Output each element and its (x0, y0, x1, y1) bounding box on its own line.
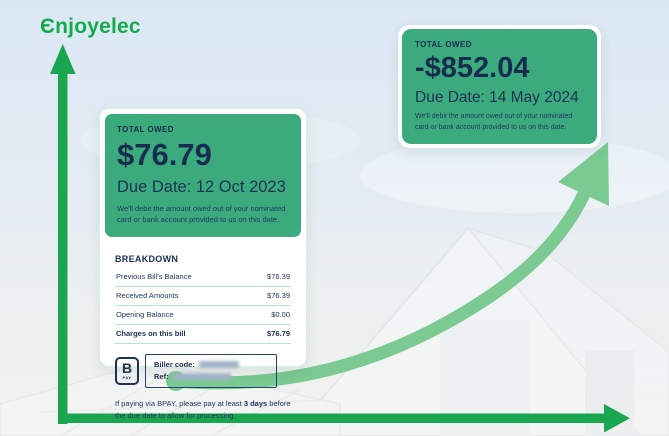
table-row: Opening Balance $0.00 (115, 306, 291, 325)
bpay-logo-icon: B PAY (115, 356, 139, 385)
total-owed-label: TOTAL OWED (415, 40, 472, 49)
brand-logo-mark: Є (40, 15, 56, 38)
breakdown-section: BREAKDOWN Previous Bill's Balance $76.39… (115, 254, 291, 344)
bpay-logo-sub: PAY (122, 375, 132, 380)
breakdown-title: BREAKDOWN (115, 253, 179, 264)
bpay-section: B PAY Biller code: Ref: (115, 353, 291, 388)
ref-label: Ref: (154, 371, 169, 381)
trend-arrowhead-icon (558, 142, 609, 206)
row-label: Opening Balance (116, 310, 174, 319)
table-row-total: Charges on this bill $76.79 (115, 325, 291, 344)
row-value: $76.39 (267, 291, 290, 300)
row-label: Charges on this bill (116, 329, 186, 338)
row-value: $0.00 (271, 310, 290, 319)
bill-card-secondary-summary: TOTAL OWED -$852.04 Due Date: 14 May 202… (402, 29, 597, 144)
row-value: $76.39 (267, 272, 290, 281)
bill-card-main-summary: TOTAL OWED $76.79 Due Date: 12 Oct 2023 … (105, 114, 301, 237)
debit-disclaimer: We'll debit the amount owed out of your … (117, 204, 286, 225)
due-date: Due Date: 14 May 2024 (415, 89, 579, 106)
total-owed-amount: $76.79 (117, 137, 212, 172)
bill-card-main: TOTAL OWED $76.79 Due Date: 12 Oct 2023 … (99, 108, 307, 420)
note-bold: 3 days (243, 398, 268, 408)
bill-card-secondary: TOTAL OWED -$852.04 Due Date: 14 May 202… (398, 25, 601, 148)
total-owed-amount: -$852.04 (415, 52, 530, 84)
bpay-logo-letter: B (121, 360, 133, 376)
table-row: Received Amounts $76.39 (115, 287, 291, 306)
table-row: Previous Bill's Balance $76.39 (115, 268, 291, 287)
biller-details-box: Biller code: Ref: (145, 353, 277, 388)
row-label: Received Amounts (116, 291, 179, 300)
ref-redacted-value (172, 373, 231, 381)
total-owed-label: TOTAL OWED (117, 125, 174, 134)
x-axis-arrowhead-icon (604, 404, 630, 433)
bpay-payment-note: If paying via BPAY, please pay at least … (115, 398, 291, 422)
note-suffix: before the due date to allow for process… (115, 398, 291, 420)
ref-line: Ref: (154, 371, 268, 383)
due-date: Due Date: 12 Oct 2023 (117, 178, 286, 196)
y-axis-arrowhead-icon (50, 44, 76, 74)
biller-code-label: Biller code: (154, 359, 195, 369)
note-prefix: If paying via BPAY, please pay at least (115, 398, 244, 408)
debit-disclaimer: We'll debit the amount owed out of your … (415, 113, 573, 131)
brand-logo-text: njoyelec (55, 15, 141, 38)
brand-logo: Єnjoyelec (40, 15, 141, 39)
y-axis (58, 60, 68, 424)
row-label: Previous Bill's Balance (116, 272, 192, 281)
biller-code-redacted-value (198, 361, 239, 369)
biller-code-line: Biller code: (154, 359, 268, 371)
row-value: $76.79 (267, 329, 290, 338)
